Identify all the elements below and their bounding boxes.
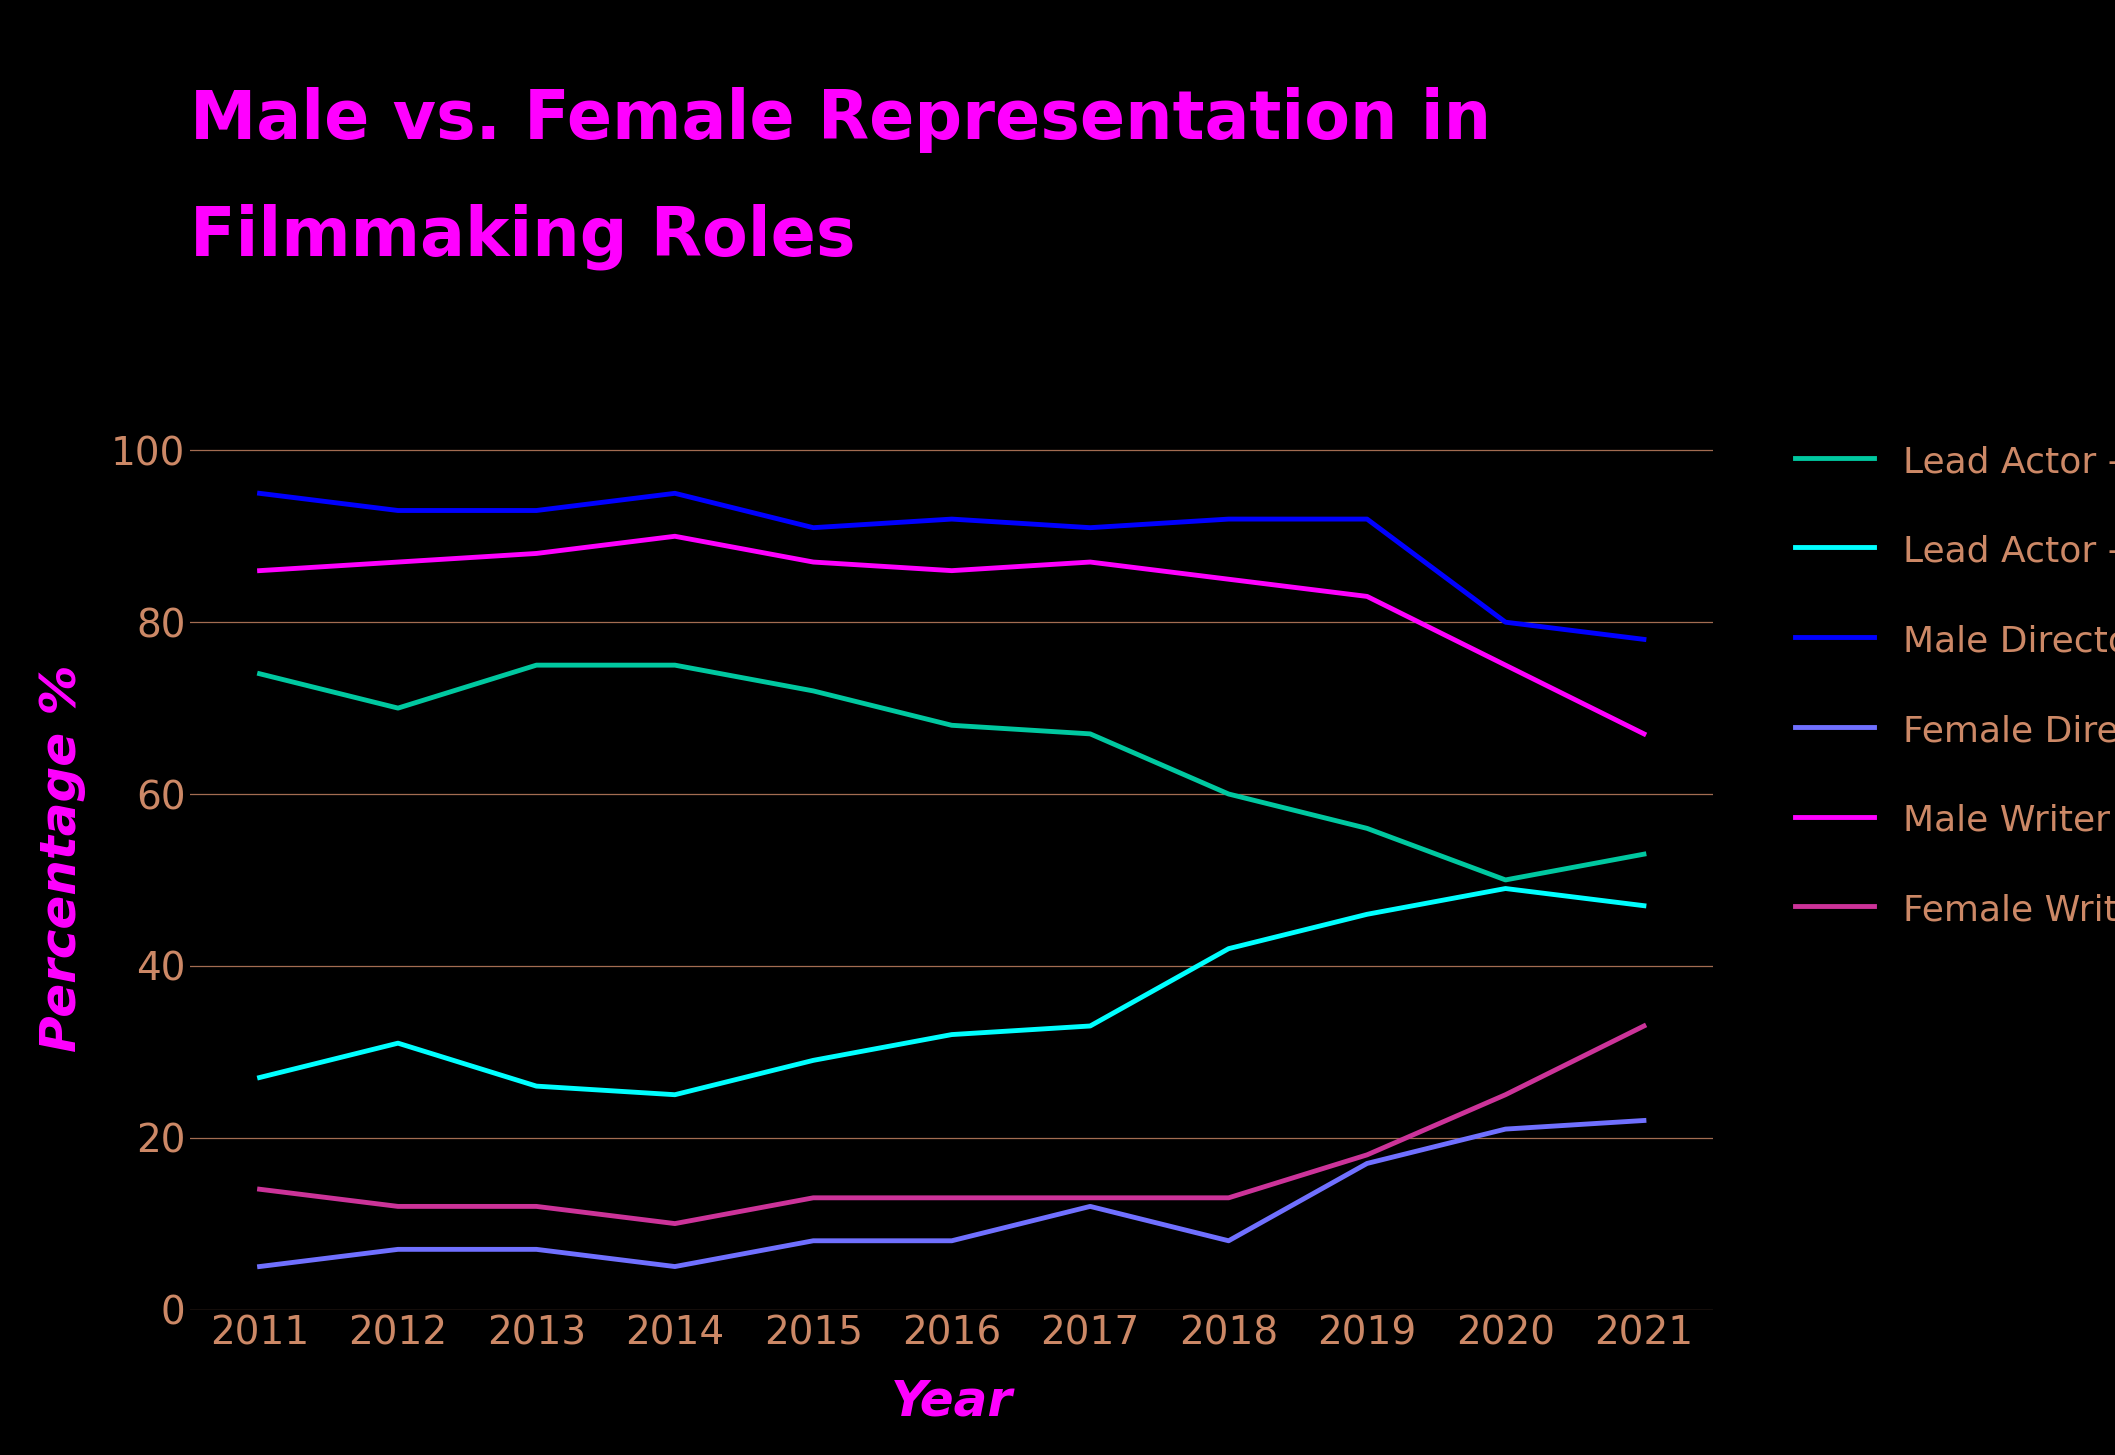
Lead Actor — Male [1216,786,1242,803]
Female Writer [1354,1147,1379,1164]
Female Writer [1631,1017,1656,1035]
Line: Male Writer: Male Writer [260,537,1643,733]
Y-axis label: Percentage %: Percentage % [38,665,87,1052]
Lead Actor — Male [1354,819,1379,837]
Female Director [525,1241,550,1259]
Legend: Lead Actor — Male, Lead Actor — Female, Male Director, Female Director, Male Wri: Lead Actor — Male, Lead Actor — Female, … [1777,425,2115,946]
Lead Actor — Male [525,656,550,674]
Female Director [802,1232,827,1250]
Lead Actor — Male [247,665,273,682]
Male Director [525,502,550,519]
Female Director [1493,1120,1519,1138]
Male Director [1493,614,1519,631]
Lead Actor — Female [1493,880,1519,898]
Female Director [1631,1112,1656,1129]
Male Writer [1077,553,1102,570]
Text: Male vs. Female Representation in: Male vs. Female Representation in [190,87,1491,153]
Lead Actor — Female [525,1077,550,1094]
Male Writer [662,528,687,546]
Male Director [802,519,827,537]
Lead Actor — Male [1631,845,1656,863]
Lead Actor — Male [802,682,827,700]
Female Writer [385,1197,410,1215]
Lead Actor — Female [385,1035,410,1052]
Female Writer [1493,1085,1519,1103]
Male Writer [385,553,410,570]
Male Director [385,502,410,519]
Female Writer [1077,1189,1102,1206]
Line: Lead Actor — Female: Lead Actor — Female [260,889,1643,1094]
Male Writer [525,544,550,562]
X-axis label: Year: Year [890,1378,1013,1426]
Male Writer [1354,588,1379,605]
Female Director [1216,1232,1242,1250]
Female Director [662,1257,687,1275]
Line: Male Director: Male Director [260,493,1643,639]
Female Director [939,1232,964,1250]
Lead Actor — Female [247,1069,273,1087]
Male Director [1354,511,1379,528]
Female Director [1354,1155,1379,1173]
Lead Actor — Female [1216,940,1242,957]
Male Director [1631,630,1656,647]
Female Director [247,1257,273,1275]
Male Director [1077,519,1102,537]
Lead Actor — Male [939,716,964,733]
Lead Actor — Female [1631,896,1656,914]
Female Director [1077,1197,1102,1215]
Male Director [662,485,687,502]
Lead Actor — Male [1077,725,1102,742]
Male Writer [1216,570,1242,588]
Male Writer [939,562,964,579]
Female Writer [662,1215,687,1232]
Lead Actor — Female [1077,1017,1102,1035]
Text: Filmmaking Roles: Filmmaking Roles [190,204,857,271]
Male Writer [247,562,273,579]
Female Director [385,1241,410,1259]
Male Director [939,511,964,528]
Male Director [247,485,273,502]
Female Writer [1216,1189,1242,1206]
Female Writer [802,1189,827,1206]
Lead Actor — Female [662,1085,687,1103]
Male Writer [1631,725,1656,742]
Male Writer [802,553,827,570]
Female Writer [247,1180,273,1197]
Line: Lead Actor — Male: Lead Actor — Male [260,665,1643,880]
Male Director [1216,511,1242,528]
Male Writer [1493,656,1519,674]
Female Writer [939,1189,964,1206]
Female Writer [525,1197,550,1215]
Lead Actor — Male [385,700,410,717]
Line: Female Director: Female Director [260,1120,1643,1266]
Lead Actor — Male [1493,872,1519,889]
Lead Actor — Female [939,1026,964,1043]
Lead Actor — Female [1354,905,1379,922]
Line: Female Writer: Female Writer [260,1026,1643,1224]
Lead Actor — Female [802,1052,827,1069]
Lead Actor — Male [662,656,687,674]
